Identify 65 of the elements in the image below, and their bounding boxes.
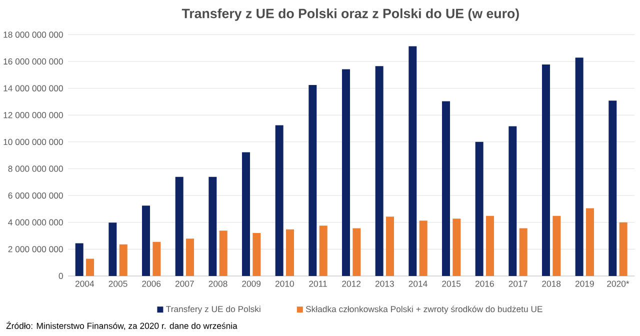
bar — [619, 222, 628, 276]
bar — [442, 101, 450, 276]
bar — [508, 126, 517, 276]
chart-title: Transfery z UE do Polski oraz z Polski do UE (w euro) — [182, 8, 519, 21]
bar — [252, 232, 261, 276]
bar — [552, 216, 561, 276]
y-tick-label: 4 000 000 000 — [8, 219, 63, 226]
x-tick-label: 2016 — [475, 280, 494, 287]
bar — [575, 58, 584, 276]
x-tick-label: 2004 — [75, 280, 94, 287]
bar — [275, 125, 284, 276]
bar — [452, 218, 461, 276]
x-tick-label: 2005 — [108, 280, 128, 287]
bar — [152, 242, 161, 276]
bar — [242, 152, 250, 276]
bar — [608, 100, 617, 276]
x-tick-label: 2013 — [375, 280, 394, 287]
x-tick-label: 2009 — [242, 280, 261, 287]
bar — [319, 226, 328, 276]
y-tick-label: 16 000 000 000 — [4, 58, 63, 65]
x-tick-label: 2007 — [175, 280, 194, 287]
bar — [542, 64, 550, 276]
x-tick-label: 2010 — [275, 280, 294, 287]
y-tick-label: 6 000 000 000 — [8, 192, 63, 199]
bar — [342, 69, 350, 276]
y-tick-label: 18 000 000 000 — [4, 32, 63, 38]
bar — [75, 243, 84, 276]
bar — [186, 238, 194, 276]
bar — [486, 216, 494, 276]
bar — [375, 66, 384, 276]
bar — [419, 220, 428, 276]
bar — [286, 229, 294, 276]
x-tick-label: 2017 — [508, 280, 528, 287]
x-tick-label: 2011 — [309, 280, 327, 287]
x-tick-label: 2019 — [575, 280, 594, 287]
y-tick-label: 8 000 000 000 — [8, 166, 63, 172]
bar — [175, 176, 184, 276]
y-tick-label: 10 000 000 000 — [4, 138, 63, 145]
y-tick-label: 2 000 000 000 — [8, 246, 63, 252]
bar — [475, 142, 484, 276]
bar — [142, 206, 150, 276]
y-tick-label: 12 000 000 000 — [4, 112, 63, 118]
bar — [408, 46, 417, 276]
bar — [208, 176, 217, 276]
bar — [86, 258, 94, 276]
x-tick-label: 2012 — [342, 280, 361, 287]
x-tick-label: 2018 — [542, 280, 561, 287]
x-tick-label: 2015 — [442, 280, 461, 287]
x-tick-label: 2006 — [142, 280, 161, 287]
y-tick-label: 14 000 000 000 — [4, 85, 63, 92]
legend-label: Składka członkowska Polski + zwroty środków do budżetu UE — [306, 306, 542, 314]
x-tick-label: 2020* — [607, 280, 630, 287]
x-tick-label: 2014 — [408, 280, 428, 287]
bar — [308, 84, 317, 276]
text: Źródło: Ministerstwo Finansów, za 2020 r. dane do września — [6, 321, 238, 330]
x-tick-label: 2008 — [208, 280, 228, 287]
bar — [386, 216, 394, 276]
y-tick-label: 0 — [58, 272, 63, 280]
bar — [119, 244, 128, 276]
bar — [352, 228, 361, 276]
bar — [586, 208, 594, 276]
bar — [108, 222, 117, 276]
bar — [519, 228, 528, 276]
legend-label: Transfery z UE do Polski — [166, 306, 260, 314]
bar — [219, 230, 228, 276]
